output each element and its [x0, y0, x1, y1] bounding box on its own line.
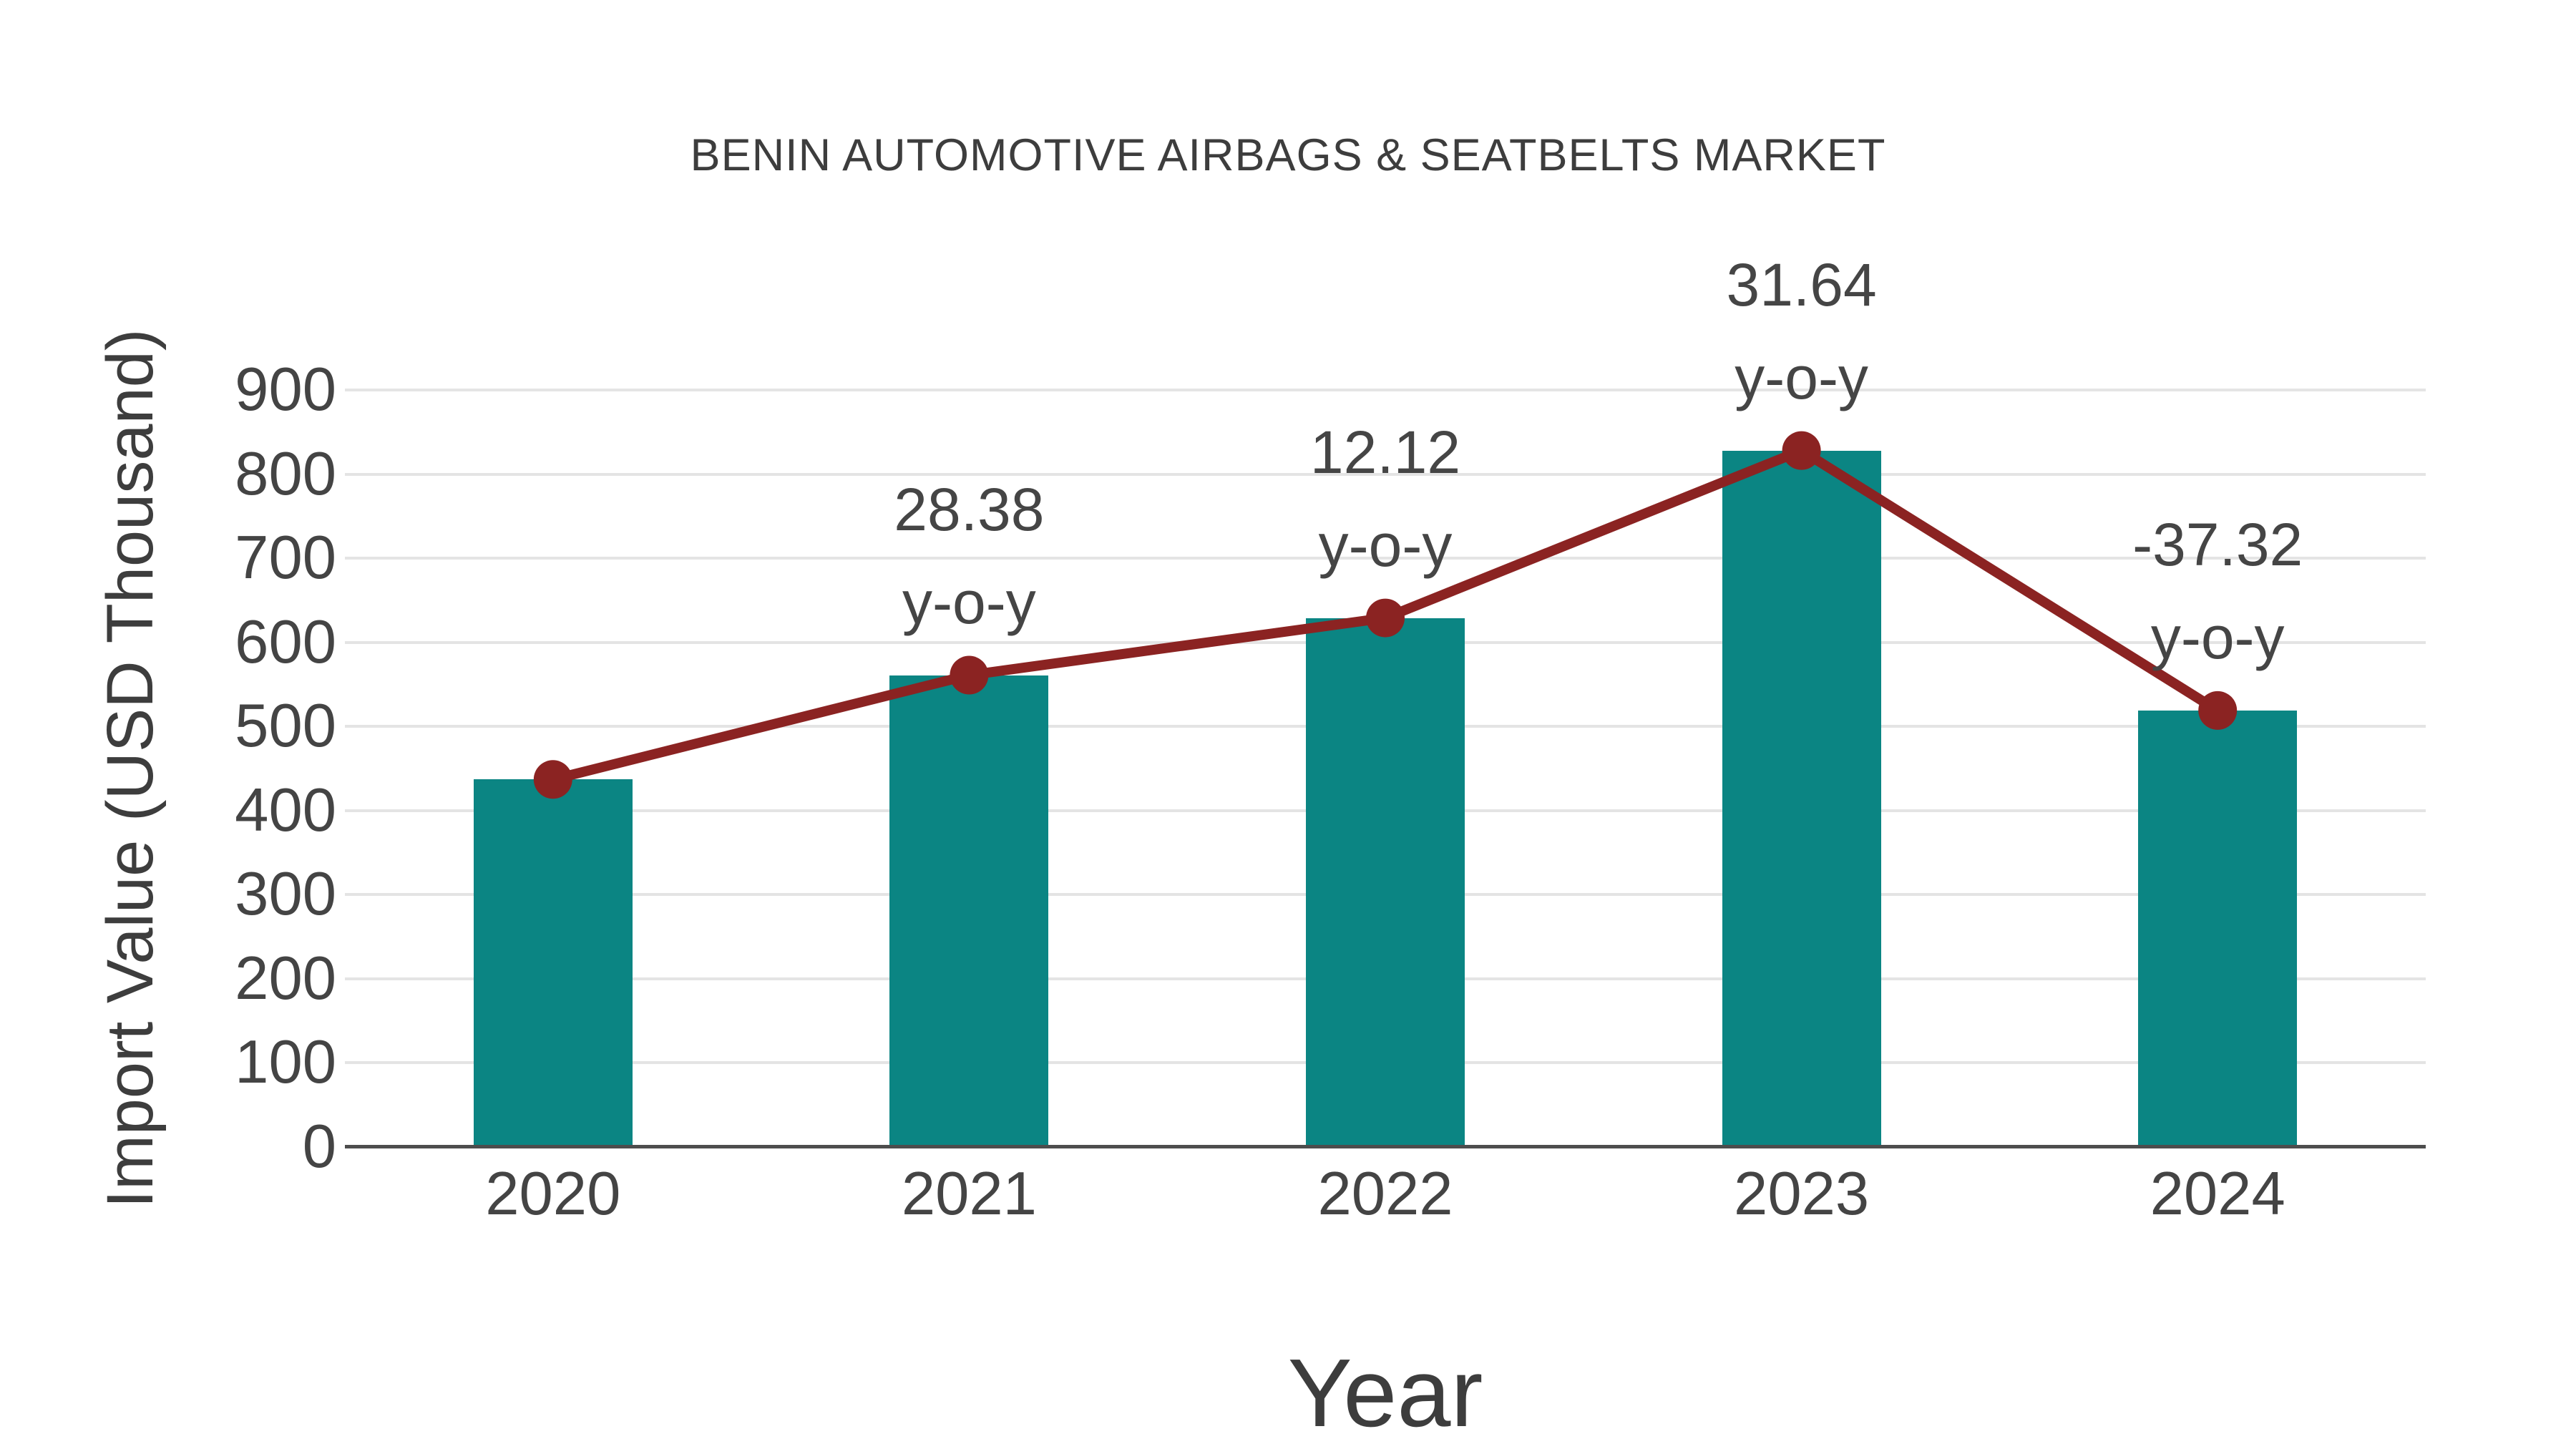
y-tick-label-500: 500 [235, 692, 336, 761]
y-tick-label-700: 700 [235, 524, 336, 592]
gridline-700 [345, 557, 2426, 560]
x-tick-label-2022: 2022 [1317, 1160, 1453, 1228]
point-label-suffix: y-o-y [1735, 343, 1868, 411]
y-tick-label-800: 800 [235, 439, 336, 508]
bar-2023 [1722, 450, 1881, 1147]
point-label-2022: 12.12 y-o-y [1171, 406, 1600, 592]
point-label-2021: 28.38 y-o-y [754, 463, 1184, 649]
point-label-value: 28.38 [894, 475, 1045, 543]
point-label-2023: 31.64 y-o-y [1587, 238, 2016, 424]
gridline-800 [345, 472, 2426, 476]
y-tick-label-300: 300 [235, 860, 336, 929]
x-tick-label-2020: 2020 [485, 1160, 621, 1228]
x-axis-title: Year [1287, 1339, 1483, 1447]
line-marker-2020 [533, 760, 572, 799]
y-axis-title: Import Value (USD Thousand) [94, 328, 167, 1209]
bar-2022 [1306, 618, 1465, 1147]
x-axis-line [345, 1145, 2426, 1148]
y-tick-label-900: 900 [235, 356, 336, 424]
x-tick-label-2023: 2023 [1734, 1160, 1870, 1228]
x-tick-label-2024: 2024 [2150, 1160, 2285, 1228]
point-label-suffix: y-o-y [1318, 511, 1453, 579]
line-marker-2022 [1366, 598, 1405, 638]
point-label-value: 31.64 [1726, 250, 1877, 318]
gridline-900 [345, 389, 2426, 391]
line-marker-2023 [1782, 431, 1821, 470]
y-tick-label-100: 100 [235, 1028, 336, 1097]
bar-2024 [2138, 710, 2298, 1147]
point-label-suffix: y-o-y [2150, 603, 2285, 671]
line-series-layer [533, 431, 2238, 799]
line-marker-2021 [950, 655, 989, 695]
plot-area: 28.38 y-o-y 12.12 y-o-y 31.64 y-o-y -37.32 y-o-… [345, 251, 2426, 1148]
bar-2021 [889, 675, 1049, 1147]
bar-2020 [473, 779, 633, 1147]
y-tick-label-0: 0 [302, 1113, 336, 1181]
y-tick-label-600: 600 [235, 608, 336, 676]
x-tick-label-2021: 2021 [901, 1160, 1037, 1228]
point-label-value: 12.12 [1309, 418, 1461, 486]
point-label-value: -37.32 [2132, 510, 2303, 578]
chart-title: BENIN AUTOMOTIVE AIRBAGS & SEATBELTS MAR… [690, 130, 1886, 180]
point-label-suffix: y-o-y [902, 568, 1036, 636]
y-tick-label-200: 200 [235, 944, 336, 1013]
point-label-2024: -37.32 y-o-y [2003, 498, 2432, 684]
line-marker-2024 [2198, 691, 2238, 730]
y-tick-label-400: 400 [235, 776, 336, 844]
